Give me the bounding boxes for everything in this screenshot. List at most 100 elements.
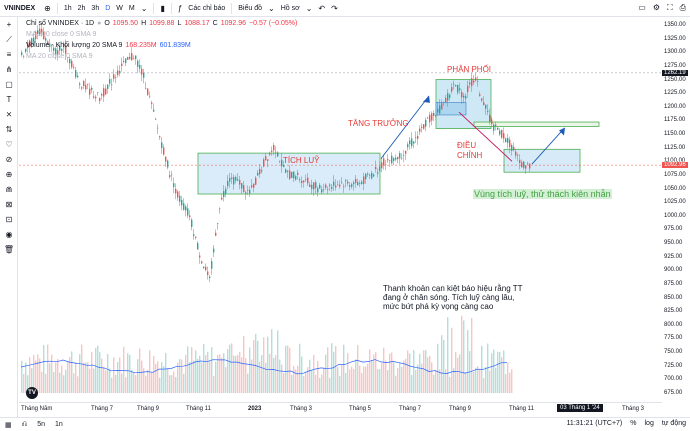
volume-bar xyxy=(165,352,167,393)
candle-body xyxy=(509,139,511,148)
trendline-icon[interactable]: ⟋ xyxy=(6,35,12,44)
fullscreen-icon[interactable]: ⛶ xyxy=(666,3,673,12)
percent-toggle[interactable]: % xyxy=(630,420,637,427)
time-axis[interactable]: Tháng Năm Tháng 7 Tháng 9 Tháng 11 2023 Tháng… xyxy=(19,402,662,417)
candle-body xyxy=(503,133,505,139)
symbol-search[interactable]: VNINDEX xyxy=(4,4,36,12)
lock-icon[interactable]: ⊡ xyxy=(5,215,13,224)
price-tick: 900.00 xyxy=(664,267,683,274)
volume-bar xyxy=(451,327,453,393)
pattern-icon[interactable]: ⨯ xyxy=(5,110,13,119)
prediction-icon[interactable]: ⇅ xyxy=(5,125,13,134)
legend-ma2-row[interactable]: MA 20 close 0 SMA 9 xyxy=(26,53,93,60)
magnet-icon[interactable]: ⋒ xyxy=(5,185,13,194)
trash-icon[interactable]: 🗑 xyxy=(3,245,15,254)
chart-type-button[interactable]: Biểu đồ xyxy=(238,4,263,12)
volume-bar xyxy=(509,372,511,393)
legend-ma-row[interactable]: MA 200 close 0 SMA 9 xyxy=(26,31,97,38)
candle-body xyxy=(293,171,295,179)
candle-body xyxy=(285,169,287,173)
breakout-level-box xyxy=(473,121,600,127)
candle-type-icon[interactable]: ▮ xyxy=(160,3,165,13)
volume-bar xyxy=(349,369,351,393)
time-tick: Tháng 3 xyxy=(290,406,313,412)
volume-bar xyxy=(379,369,381,393)
price-axis[interactable]: 1350.00 1325.00 1300.00 1275.00 1250.00 1225.… xyxy=(662,17,690,402)
volume-bar xyxy=(101,358,103,393)
lock-drawing-icon[interactable]: ⊠ xyxy=(5,200,13,209)
horizontal-line-icon[interactable]: ≡ xyxy=(6,50,12,59)
log-toggle[interactable]: log xyxy=(644,420,654,427)
volume-bar xyxy=(83,362,85,393)
volume-bar xyxy=(251,359,253,393)
interval-d[interactable]: D xyxy=(105,4,111,12)
redo-icon[interactable]: ↷ xyxy=(331,3,338,13)
volume-bar xyxy=(135,375,137,393)
candle-body xyxy=(23,55,25,57)
volume-bar xyxy=(167,368,169,393)
volume-bar xyxy=(489,370,491,393)
favorite-icon[interactable]: ♡ xyxy=(5,140,13,149)
interval-2h[interactable]: 2h xyxy=(77,4,86,12)
candle-body xyxy=(393,158,395,161)
volume-bar xyxy=(389,353,391,393)
volume-bar xyxy=(23,373,25,393)
settings-icon[interactable]: ⚙ xyxy=(652,3,660,12)
profile-button[interactable]: Hồ sơ xyxy=(280,4,300,12)
clock-time[interactable]: 11:31:21 (UTC+7) xyxy=(566,420,623,427)
range-1n[interactable]: 1n xyxy=(55,421,63,428)
interval-3h[interactable]: 3h xyxy=(91,4,100,12)
candle-body xyxy=(271,150,273,152)
candle-body xyxy=(299,179,301,180)
pitchfork-icon[interactable]: ⋔ xyxy=(5,65,13,74)
text-icon[interactable]: T xyxy=(6,95,12,104)
indicators-button[interactable]: Các chỉ báo xyxy=(188,4,226,12)
candle-body xyxy=(433,113,435,116)
add-symbol-icon[interactable]: ⊕ xyxy=(44,3,51,13)
compare-icon[interactable]: ⎌ xyxy=(21,420,28,428)
layout-icon[interactable]: ▭ xyxy=(638,3,646,12)
interval-m[interactable]: M xyxy=(128,4,135,12)
candle-body xyxy=(333,181,335,186)
price-chart[interactable] xyxy=(19,17,662,402)
legend-title[interactable]: Chỉ số VNINDEX · 1D xyxy=(26,20,95,27)
volume-bar xyxy=(169,375,171,393)
volume-bar xyxy=(47,344,49,393)
undo-icon[interactable]: ↶ xyxy=(318,3,326,13)
candle-body xyxy=(169,175,171,178)
candle-body xyxy=(527,163,529,164)
legend-volume-row[interactable]: Volume - Khối lượng 20 SMA 9 168.235M 60… xyxy=(26,42,191,49)
snapshot-icon[interactable]: ⎙ xyxy=(679,3,686,12)
profile-dropdown-icon[interactable]: ⌄ xyxy=(305,3,313,13)
price-tick: 700.00 xyxy=(664,376,683,383)
candle-body xyxy=(207,271,209,275)
volume-bar xyxy=(407,350,409,393)
volume-bar xyxy=(269,353,271,393)
volume-bar xyxy=(157,361,159,393)
ruler-icon[interactable]: ⊘ xyxy=(5,155,13,164)
candle-body xyxy=(491,119,493,125)
candle-body xyxy=(377,172,379,174)
candle-body xyxy=(329,184,331,186)
volume-bar xyxy=(303,376,305,393)
chart-dropdown-icon[interactable]: ⌄ xyxy=(268,3,275,13)
visibility-icon[interactable]: ◉ xyxy=(5,230,13,239)
auto-toggle[interactable]: tự động xyxy=(661,420,686,427)
interval-w[interactable]: W xyxy=(116,4,123,12)
indicators-icon[interactable]: ƒ xyxy=(177,3,183,13)
volume-bar xyxy=(197,358,199,393)
price-tick: 1050.00 xyxy=(664,185,686,192)
candle-body xyxy=(409,140,411,145)
zoom-icon[interactable]: ⊕ xyxy=(5,170,13,179)
candle-body xyxy=(179,195,181,202)
candle-body xyxy=(57,50,59,55)
candle-body xyxy=(123,61,125,62)
interval-1h[interactable]: 1h xyxy=(63,4,72,12)
calendar-icon[interactable]: ▦ xyxy=(5,421,12,429)
candle-body xyxy=(465,96,467,99)
rectangle-icon[interactable]: ▢ xyxy=(5,80,13,89)
range-5n[interactable]: 5n xyxy=(37,421,46,428)
crosshair-icon[interactable]: + xyxy=(6,20,12,29)
interval-dropdown-icon[interactable]: ⌄ xyxy=(140,3,148,13)
price-tick: 1025.00 xyxy=(664,199,686,206)
